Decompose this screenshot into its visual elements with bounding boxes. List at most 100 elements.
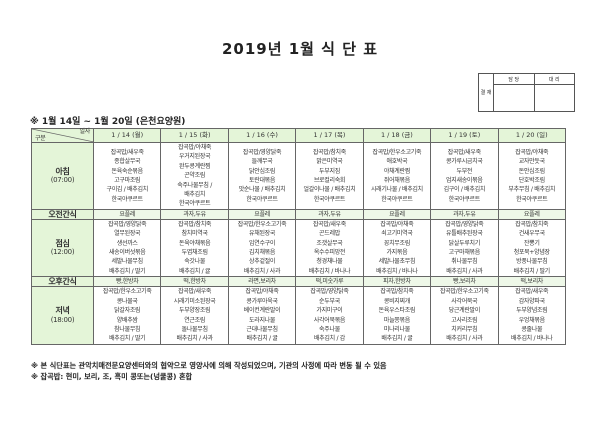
menu-item: 김구이 / 배추김치 [443,186,486,194]
snack-item: 요플레 [497,208,567,220]
menu-item: 배추김치 / 사과 [446,335,483,343]
menu-cell: 잡곡밥/영양닭죽 들깨무국 닭안심조림 토란대볶음 맛순나물 / 배추김치 한국야쿠르트 [227,142,297,210]
menu-cell: 잡곡밥/한우소고기죽 사각어묵국 당근계란말이 고사리조림 치커리무침 배추김치 / 사과 [430,286,499,345]
menu-item: 잡곡밥/새우죽 [515,288,549,296]
corner-bottom-label: 구분 [35,135,46,142]
menu-item: 잡곡밥/영양닭죽 [108,220,147,228]
menu-item: 임연수구이 [249,239,276,247]
menu-item: 연근조림 [184,316,206,324]
menu-item: 두부양장조림 [178,307,211,315]
menu-item: 건새우무국 [518,230,545,238]
footnote: ※ 본 식단표는 관악치매전문요양센터와의 협약으로 영양사에 의해 작성되었으… [31,361,387,370]
menu-cell: 잡곡밥/영양닭죽 순두부국 가지미구이 사각어묵볶음 숙주나물 배추김치 / 감 [295,286,364,345]
menu-item: 우거지된장국 [178,153,211,161]
menu-cell: 잡곡밥/참치죽 참치미역국 돈육야채볶음 두엽채조림 숙갓나물 배추김치 / 귤 [160,218,229,278]
menu-item: 곤약조림 [184,172,206,180]
menu-item: 잡곡밥/야채죽 [245,288,279,296]
menu-item: 잡곡밥/새우죽 [312,220,346,228]
day-header: 1 / 15 (화) [160,128,229,143]
menu-item: 구이김 / 배추김치 [106,186,148,194]
menu-item: 유틀배추된장국 [446,230,483,238]
snack-row: 오전간식 요플레 과자,두유 요플레 과자,두유 요플레 과자,두유 요플레 [31,208,567,220]
approval-col-1: 담 당 [493,73,535,85]
menu-item: 잡곡밥/한우소고기죽 [372,148,422,156]
week-range-subtitle: ※ 1월 14일 ~ 1월 20일 (은천요양원) [30,117,186,127]
snack-item: 빵,한방차 [92,276,162,288]
menu-item: 꽁치무조림 [383,239,410,247]
menu-item: 한국야쿠르트 [313,195,346,203]
footnotes: ※ 본 식단표는 관악치매전문요양센터와의 협약으로 영양사에 의해 작성되었으… [31,360,387,382]
day-header: 1 / 17 (목) [295,128,364,143]
menu-item: 잔뽕기 [523,239,540,247]
menu-item: 콩비지찌개 [383,297,410,305]
menu-item: 잡곡밥/영양닭죽 [310,288,349,296]
meal-time: (07:00) [50,175,75,184]
day-header: 1 / 14 (월) [92,128,162,143]
menu-item: 잡곡밥/참치죽 [178,220,212,228]
snack-item: 요플레 [227,208,297,220]
row-label-cell: 저녁 (18:00) [31,286,94,345]
menu-cell: 잡곡밥/야채죽 교자만둣국 돈안심조림 단호박조림 부추무침 / 배추김치 한국야쿠르트 [497,142,567,210]
menu-item: 한국야쿠르트 [448,195,481,203]
menu-item: 상추겉절이 [249,258,276,266]
menu-item: 배추김치 / 딸기 [513,267,551,275]
menu-item: 고사리조림 [451,316,478,324]
menu-item: 콩가루시금치국 [446,158,483,166]
approval-signature-1[interactable] [493,84,535,112]
menu-item: 옥수수피망전 [313,249,346,257]
menu-item: 잡곡밥/영양닭죽 [445,220,484,228]
menu-item: 애호박국 [386,158,408,166]
menu-cell: 잡곡밥/한우소고기죽 유채된장국 임연수구이 김치채볶음 상추겉절이 배추김치 / 사과 [227,218,297,278]
day-header: 1 / 20 (일) [497,128,567,143]
menu-item: 배추김치 / 귤 [246,335,278,343]
menu-item: 잡곡밥/영양닭죽 [242,148,282,156]
meal-row: 점심 (12:00) 잡곡밥/영양닭죽 열무된장국 생선까스 새송이버섯볶음 세발나물무침 배… [31,218,567,278]
snack-item: 요플레 [362,208,432,220]
snack-item: 떡,보리차 [497,276,567,288]
menu-item: 부추무침 / 배추김치 [508,186,556,194]
menu-cell: 잡곡밥/새우죽 감자양파국 두부양념조림 우엉채볶음 콩줄나물 배추김치 / 바나나 [497,286,567,345]
snack-item: 과자,두유 [430,208,499,220]
menu-item: 가지볶음 [386,249,408,257]
menu-item: 시래기미소된장국 [173,297,216,305]
header-row: 일자 구분 1 / 14 (월) 1 / 15 (화) 1 / 16 (수) 1… [31,128,567,143]
menu-item: 배추김치 / 바나나 [376,267,418,275]
menu-item: 배추김치 / 감 [313,335,345,343]
menu-item: 방풍나물무침 [516,258,548,266]
menu-item: 두부지짐 [319,167,340,175]
menu-item: 두엽채조림 [181,249,208,257]
snack-item: 빵,보리차 [430,276,499,288]
menu-item: 잡곡밥/한우소고기죽 [102,288,152,296]
menu-item: 배추김치 [184,191,206,199]
menu-item: 단호박조림 [518,176,545,184]
row-label-cell: 오전간식 [31,208,94,220]
menu-item: 곤드레밥 [319,230,340,238]
menu-item: 돈육숙순볶음 [111,167,144,175]
menu-item: 당근계란말이 [448,307,481,315]
menu-cell: 잡곡밥/영양닭죽 유틀배추된장국 닭살두루치기 고구마채볶음 취나물무침 배추김치 / 사… [430,218,499,278]
diagonal-line-icon [32,129,94,142]
day-header: 1 / 18 (금) [362,128,432,143]
menu-item: 생선까스 [116,239,138,247]
menu-item: 가지미구이 [316,307,343,315]
meal-time: (12:00) [50,248,75,257]
menu-item: 베이컨계란말이 [243,307,281,315]
meal-row: 아침 (07:00) 잡곡밥/새우죽 종합살무국 돈육숙순볶음 고구마조림 구이김 / 배추… [31,142,567,210]
menu-cell: 잡곡밥/한우소고기죽 콩나물국 닭갈자조림 양배추쌈 참나물무침 배추김치 / 딸기 [92,286,162,345]
menu-item: 고구마채볶음 [448,249,481,257]
menu-item: 한국야쿠르트 [246,195,278,203]
menu-item: 잡곡밥/한우소고기죽 [237,220,287,228]
menu-item: 사각어묵국 [451,297,478,305]
menu-item: 닭갈자조림 [114,307,141,315]
menu-item: 새송이버섯볶음 [108,249,146,257]
menu-item: 김치채볶음 [249,249,276,257]
menu-item: 양배추쌈 [116,316,138,324]
snack-item: 피자,한방차 [362,276,432,288]
menu-item: 맛순나물 / 배추김치 [238,186,286,194]
menu-item: 한국야쿠르트 [178,200,211,208]
menu-item: 미나리나물 [383,325,410,333]
approval-signature-2[interactable] [533,84,575,112]
menu-item: 돈육우스타조림 [378,307,416,315]
meal-row: 저녁 (18:00) 잡곡밥/한우소고기죽 콩나물국 닭갈자조림 양배추쌈 참나물무침 배추김… [31,286,567,345]
menu-item: 잡곡밥/새우죽 [178,288,212,296]
